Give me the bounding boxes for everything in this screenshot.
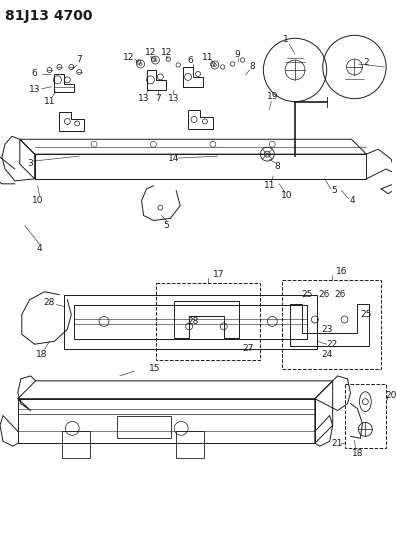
Text: 12: 12	[161, 47, 172, 56]
Text: 13: 13	[168, 94, 179, 103]
Text: 1: 1	[283, 35, 289, 44]
Text: 20: 20	[385, 391, 396, 400]
Text: 13: 13	[138, 94, 149, 103]
Text: 23: 23	[321, 325, 332, 334]
Text: 4: 4	[350, 196, 355, 205]
Text: 6: 6	[32, 69, 38, 78]
Text: 28: 28	[187, 317, 199, 326]
Text: 15: 15	[149, 365, 160, 374]
Bar	[117, 416, 171, 438]
Text: 17: 17	[213, 270, 224, 279]
Text: 28: 28	[44, 298, 55, 307]
Text: 12: 12	[145, 47, 156, 56]
Text: 22: 22	[326, 340, 337, 349]
Text: 12: 12	[123, 53, 134, 62]
Text: 24: 24	[321, 350, 332, 359]
Text: 16: 16	[336, 268, 347, 277]
Text: 26: 26	[334, 290, 345, 299]
Text: 3: 3	[27, 158, 32, 167]
Text: 4: 4	[37, 244, 42, 253]
Text: 81J13 4700: 81J13 4700	[5, 9, 92, 22]
Text: 9: 9	[235, 50, 240, 59]
Text: 25: 25	[301, 290, 312, 299]
Text: 11: 11	[44, 97, 55, 106]
Bar	[345, 384, 386, 448]
Text: 27: 27	[243, 344, 254, 353]
Text: 14: 14	[168, 154, 179, 163]
Text: 7: 7	[156, 94, 161, 103]
Text: 19: 19	[267, 92, 278, 101]
Bar	[282, 280, 381, 369]
Text: 21: 21	[331, 439, 342, 448]
Text: 7: 7	[76, 54, 82, 63]
Text: 26: 26	[318, 290, 329, 299]
Text: 8: 8	[249, 62, 255, 71]
Text: 6: 6	[187, 55, 193, 64]
Text: 18: 18	[352, 449, 363, 458]
Text: 11: 11	[202, 53, 214, 62]
Text: 18: 18	[36, 350, 48, 359]
Text: 25: 25	[361, 310, 372, 319]
Text: 10: 10	[32, 196, 44, 205]
Text: 11: 11	[264, 181, 275, 190]
Text: 10: 10	[282, 191, 293, 200]
Text: 2: 2	[364, 58, 369, 67]
Bar	[156, 283, 261, 360]
Text: 13: 13	[29, 85, 40, 94]
Text: 5: 5	[332, 186, 337, 195]
Text: 8: 8	[274, 161, 280, 171]
Text: 5: 5	[164, 221, 169, 230]
